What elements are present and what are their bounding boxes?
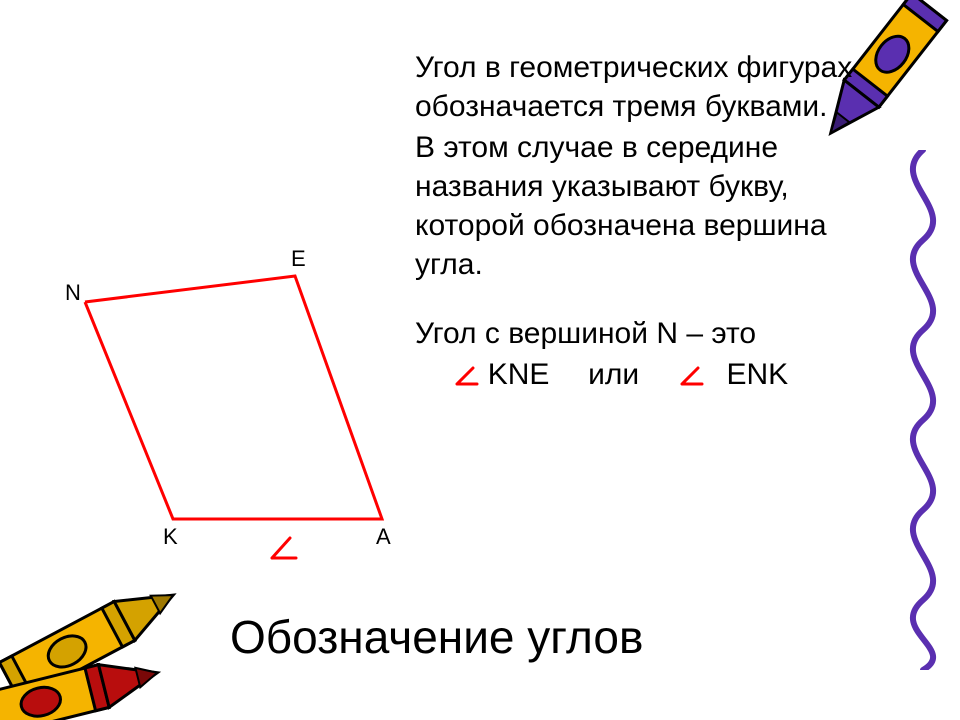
vertex-a-label: A [376, 524, 391, 550]
angle-icon [678, 364, 704, 388]
angle-name-2: ENK [726, 358, 788, 391]
slide: Угол в геометрических фигурах обозначает… [0, 0, 960, 720]
vertex-n-label: N [65, 280, 81, 306]
squiggle-right [878, 150, 960, 670]
angle-icon [268, 534, 298, 562]
vertex-k-label: K [163, 524, 178, 550]
paragraph-3: Угол с вершиной N – это [415, 314, 885, 353]
angle-icon [453, 364, 479, 388]
angle-line: KNE или ENK [415, 355, 885, 394]
explanation-text: Угол в геометрических фигурах обозначает… [415, 48, 885, 394]
angle-name-1: KNE [488, 358, 550, 391]
crayon-bottom-left-red [0, 608, 180, 720]
paragraph-3-prefix: Угол с вершиной N – это [415, 317, 756, 350]
paragraph-1: Угол в геометрических фигурах обозначает… [415, 48, 885, 126]
or-word: или [588, 358, 639, 391]
paragraph-2: В этом случае в середине названия указыв… [415, 128, 885, 284]
vertex-e-label: E [291, 246, 306, 272]
slide-title: Обозначение углов [230, 610, 643, 664]
